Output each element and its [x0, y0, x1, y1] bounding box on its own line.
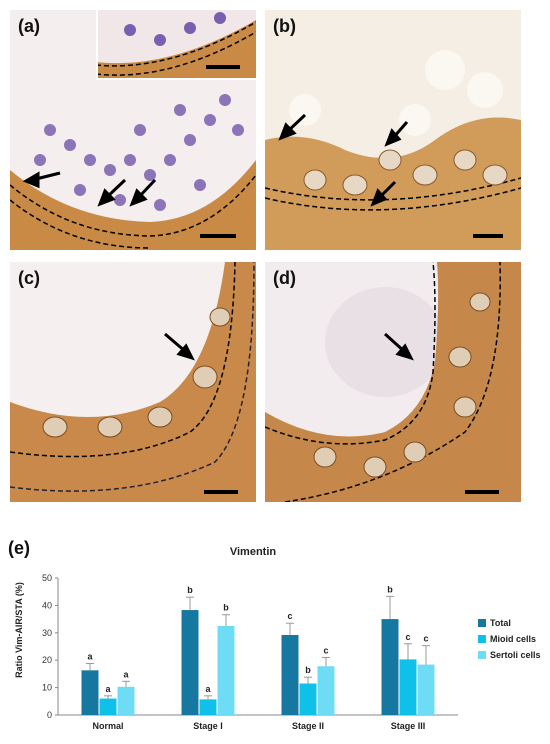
bar [317, 666, 335, 715]
x-tick-label: Stage III [391, 721, 426, 731]
legend-swatch [478, 619, 486, 627]
y-tick-label: 0 [47, 710, 52, 720]
legend-swatch [478, 651, 486, 659]
significance-letter: a [123, 669, 129, 679]
panel-d-label: (d) [273, 268, 296, 288]
bar [281, 634, 299, 715]
micrograph-panel-d: (d) [265, 262, 521, 502]
bar [81, 670, 99, 715]
bar [417, 664, 435, 715]
y-axis-label: Ratio Vim-AIR/STA (%) [14, 582, 24, 678]
panel-a-label: (a) [18, 16, 40, 36]
legend-swatch [478, 635, 486, 643]
tissue-micrograph-a [10, 10, 256, 250]
significance-letter: a [105, 684, 111, 694]
legend-label: Total [490, 618, 511, 628]
scale-bar-c [204, 490, 238, 494]
significance-letter: a [87, 651, 93, 661]
y-tick-label: 50 [42, 573, 52, 583]
bar [381, 619, 399, 715]
x-tick-label: Normal [92, 721, 123, 731]
significance-letter: c [423, 634, 428, 644]
significance-letter: c [323, 645, 328, 655]
micrograph-panel-b: (b) [265, 10, 521, 250]
y-tick-label: 30 [42, 628, 52, 638]
chart-panel-e: (e) Vimentin Ratio Vim-AIR/STA (%) 0 10 20… [8, 538, 548, 738]
bar [199, 699, 217, 715]
significance-letter: b [305, 665, 311, 675]
x-tick-label: Stage I [193, 721, 223, 731]
x-tick-label: Stage II [292, 721, 324, 731]
panel-c-label: (c) [18, 268, 40, 288]
significance-letter: c [405, 632, 410, 642]
bar [217, 625, 235, 715]
panel-b-label: (b) [273, 16, 296, 36]
bar [99, 698, 117, 715]
bar [299, 683, 317, 715]
significance-letter: a [205, 684, 211, 694]
significance-letter: b [187, 585, 193, 595]
legend-label: Mioid cells [490, 634, 536, 644]
scale-bar-a [200, 234, 236, 238]
tissue-micrograph-c [10, 262, 256, 502]
tissue-micrograph-b [265, 10, 521, 250]
significance-letter: b [387, 584, 393, 594]
significance-letter: b [223, 603, 229, 613]
y-tick-label: 40 [42, 600, 52, 610]
significance-letter: c [287, 611, 292, 621]
scale-bar-b [473, 234, 503, 238]
bar [117, 686, 135, 715]
y-tick-label: 10 [42, 683, 52, 693]
chart-title: Vimentin [230, 546, 277, 558]
bar [399, 659, 417, 715]
tissue-micrograph-d [265, 262, 521, 502]
micrograph-panel-c: (c) [10, 262, 256, 502]
micrograph-panel-a: (a) [10, 10, 256, 250]
vimentin-bar-chart: Vimentin Ratio Vim-AIR/STA (%) 0 10 20 30 40… [14, 546, 541, 731]
panel-e-label: (e) [8, 538, 30, 558]
legend-label: Sertoli cells [490, 650, 541, 660]
bar [181, 610, 199, 715]
y-tick-label: 20 [42, 655, 52, 665]
scale-bar-a-inset [206, 65, 240, 69]
scale-bar-d [465, 490, 499, 494]
